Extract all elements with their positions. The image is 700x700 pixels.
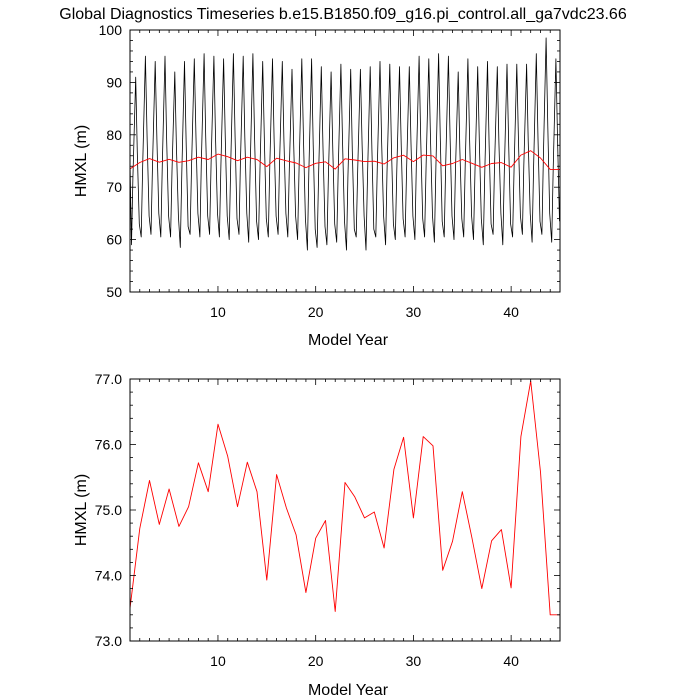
- top-y-axis-label: HMXL (m): [73, 125, 90, 197]
- top-panel: 10 20 30 40 50 60 70 80 90 100 Model Year HMXL (m…: [73, 22, 561, 349]
- top-y-tick-label: 70: [106, 179, 122, 195]
- bottom-x-tick-label: 20: [308, 653, 324, 669]
- bottom-y-tick-label: 73.0: [95, 633, 122, 649]
- bottom-y-axis-label: HMXL (m): [73, 474, 90, 546]
- top-y-tick-label: 100: [99, 22, 123, 38]
- top-x-axis-label: Model Year: [308, 332, 389, 349]
- top-series-line-0: [129, 37, 560, 251]
- bottom-series-line-0: [129, 380, 560, 616]
- top-plot-frame: [129, 29, 561, 293]
- bottom-y-tick-label: 76.0: [95, 437, 122, 453]
- top-y-tick-label: 60: [106, 232, 122, 248]
- top-y-tick-label: 90: [106, 74, 122, 90]
- top-x-tick-label: 40: [503, 304, 519, 320]
- top-x-tick-label: 30: [406, 304, 422, 320]
- bottom-y-tick-label: 74.0: [95, 568, 122, 584]
- bottom-y-tick-label: 75.0: [95, 502, 122, 518]
- figure-title: Global Diagnostics Timeseries b.e15.B185…: [59, 6, 627, 23]
- bottom-plot-frame: [129, 378, 561, 642]
- bottom-plot-lines: [129, 380, 560, 616]
- top-y-tick-label: 80: [106, 127, 122, 143]
- bottom-x-axis-label: Model Year: [308, 682, 389, 699]
- top-x-tick-label: 20: [308, 304, 324, 320]
- top-plot-lines: [129, 37, 560, 251]
- top-series-line-1: [129, 150, 560, 170]
- bottom-x-tick-label: 40: [503, 653, 519, 669]
- bottom-x-tick-label: 30: [406, 653, 422, 669]
- bottom-x-tick-label: 10: [210, 653, 226, 669]
- bottom-axis-ticks: 10 20 30 40 73.0 74.0 75.0 76.0 77.0: [95, 371, 561, 669]
- top-y-tick-label: 50: [106, 284, 122, 300]
- bottom-y-tick-label: 77.0: [95, 371, 122, 387]
- top-x-tick-label: 10: [210, 304, 226, 320]
